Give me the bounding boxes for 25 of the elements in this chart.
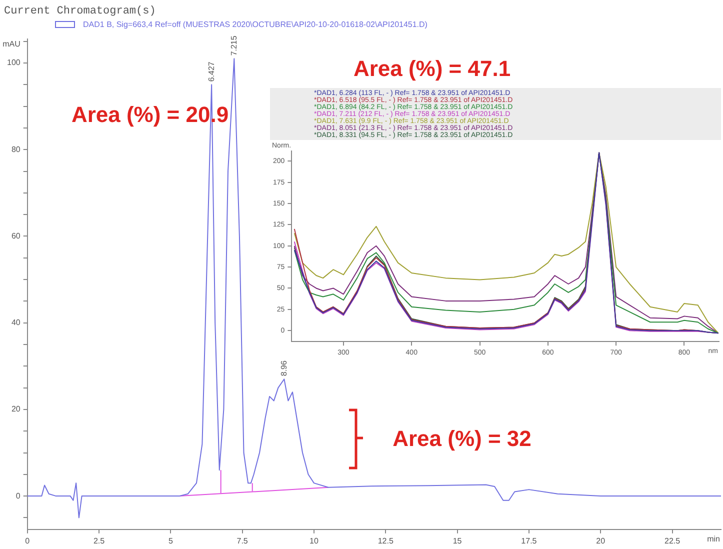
x-axis-title: min	[707, 534, 720, 544]
annotation: 8.96	[279, 360, 288, 376]
x-tick-label: 7.5	[236, 536, 248, 546]
chart-title: Current Chromatogram(s)	[4, 6, 156, 18]
x-tick-label: 22.5	[664, 536, 681, 546]
x-tick-label: 0	[25, 536, 30, 546]
annotation: 7.215	[229, 35, 238, 56]
x-tick-label: 17.5	[521, 536, 538, 546]
annotation: Area (%) = 47.1	[353, 56, 511, 82]
y-tick-label: 100	[6, 58, 21, 68]
y-tick-label: 80	[11, 144, 21, 154]
y-axis-title: mAU	[2, 39, 21, 48]
y-tick-label: 0	[16, 491, 21, 500]
legend-label: DAD1 B, Sig=663,4 Ref=off (MUESTRAS 2020\OCTUBRE\API20-10-20-01618-02\API201451.D)	[83, 20, 428, 29]
annotation: Area (%) = 32	[392, 426, 532, 452]
y-tick-label: 20	[11, 404, 21, 414]
annotation: 6.427	[206, 61, 216, 82]
x-tick-label: 5	[168, 536, 174, 546]
x-tick-label: 10	[310, 536, 319, 546]
x-tick-label: 20	[596, 536, 606, 546]
x-tick-label: 12.5	[378, 536, 394, 546]
y-tick-label: 40	[11, 318, 21, 328]
x-tick-label: 2.5	[93, 536, 106, 546]
x-tick-label: 15	[452, 536, 462, 546]
y-tick-label: 60	[11, 231, 21, 240]
